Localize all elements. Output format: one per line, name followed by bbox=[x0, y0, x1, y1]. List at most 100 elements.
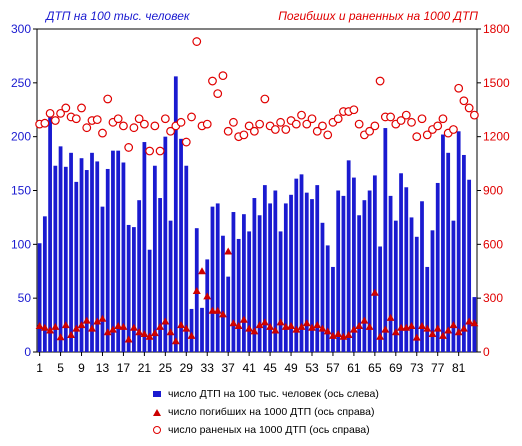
death-point bbox=[470, 319, 479, 327]
bar-swatch-icon bbox=[150, 391, 164, 397]
bar bbox=[336, 190, 341, 352]
injured-point bbox=[181, 137, 191, 147]
bar bbox=[200, 307, 204, 352]
death-point bbox=[465, 317, 474, 325]
left-axis-tick-label: 100 bbox=[11, 237, 31, 251]
right-axis-tick-label: 300 bbox=[483, 291, 503, 305]
death-point bbox=[77, 321, 86, 329]
bar bbox=[352, 177, 356, 352]
injured-point bbox=[139, 119, 149, 129]
death-point bbox=[344, 330, 353, 338]
injured-point bbox=[218, 71, 228, 81]
bar bbox=[132, 227, 136, 352]
death-point bbox=[239, 315, 248, 323]
bar bbox=[242, 214, 246, 352]
bar bbox=[205, 259, 210, 352]
bar bbox=[404, 187, 409, 352]
injured-point bbox=[244, 121, 254, 131]
bar bbox=[221, 235, 225, 352]
injured-point bbox=[160, 114, 170, 124]
death-point bbox=[287, 321, 296, 329]
death-point bbox=[218, 310, 227, 318]
legend-item-deaths: число погибших на 1000 ДТП (ось справа) bbox=[150, 403, 379, 421]
bar bbox=[399, 173, 403, 352]
bar bbox=[142, 142, 147, 352]
right-axis-tick-label: 1500 bbox=[483, 76, 510, 90]
injured-point bbox=[213, 89, 223, 98]
injured-point bbox=[45, 108, 55, 118]
injured-point bbox=[150, 121, 160, 131]
bar bbox=[362, 200, 367, 352]
x-axis-tick-label: 37 bbox=[222, 361, 236, 375]
bar bbox=[74, 181, 79, 352]
death-point bbox=[276, 318, 285, 326]
injured-point bbox=[459, 96, 469, 106]
bar bbox=[210, 206, 215, 352]
death-point bbox=[171, 337, 180, 345]
death-point bbox=[292, 325, 301, 333]
bar bbox=[367, 190, 372, 352]
injured-point bbox=[401, 110, 411, 120]
x-axis-tick-label: 33 bbox=[201, 361, 215, 375]
bar bbox=[231, 212, 236, 352]
legend-label-injured: число раненых на 1000 ДТП (ось справа) bbox=[168, 424, 370, 436]
death-point bbox=[250, 327, 259, 335]
left-axis-tick-label: 200 bbox=[11, 130, 31, 144]
death-point bbox=[145, 332, 154, 340]
bar bbox=[435, 182, 440, 352]
death-point bbox=[402, 323, 411, 331]
death-point bbox=[156, 322, 165, 330]
bar bbox=[425, 266, 430, 352]
death-point bbox=[266, 322, 275, 330]
injured-point bbox=[375, 76, 385, 86]
injured-point bbox=[192, 37, 202, 46]
bar bbox=[48, 112, 52, 352]
left-axis-tick-label: 50 bbox=[18, 291, 32, 305]
bar bbox=[273, 190, 278, 352]
death-point bbox=[423, 324, 432, 332]
injured-point bbox=[469, 110, 479, 120]
x-axis-tick-label: 53 bbox=[305, 361, 319, 375]
injured-point bbox=[202, 119, 212, 129]
injured-point bbox=[312, 126, 322, 136]
bar bbox=[79, 158, 84, 352]
injured-point bbox=[223, 126, 233, 136]
injured-point bbox=[417, 114, 427, 124]
injured-point bbox=[386, 112, 395, 122]
bar bbox=[69, 152, 73, 352]
bar bbox=[304, 192, 309, 352]
death-point bbox=[365, 322, 374, 330]
bar bbox=[247, 231, 252, 352]
bar bbox=[137, 200, 142, 352]
bar bbox=[456, 131, 461, 352]
left-axis-tick-label: 150 bbox=[11, 184, 31, 198]
death-point bbox=[360, 316, 369, 324]
injured-point bbox=[370, 121, 380, 131]
injured-point bbox=[124, 143, 134, 152]
injured-point bbox=[166, 126, 175, 136]
injured-point bbox=[323, 130, 333, 140]
death-point bbox=[114, 321, 123, 329]
injured-point bbox=[276, 117, 285, 127]
bar bbox=[315, 185, 320, 352]
bar bbox=[420, 201, 424, 352]
death-point bbox=[318, 324, 327, 332]
x-axis-tick-label: 21 bbox=[138, 361, 152, 375]
bar bbox=[451, 220, 456, 352]
bar bbox=[90, 152, 94, 352]
injured-point bbox=[396, 116, 406, 125]
death-point bbox=[135, 328, 144, 336]
legend-label-deaths: число погибших на 1000 ДТП (ось справа) bbox=[168, 406, 375, 418]
death-point bbox=[119, 322, 128, 330]
x-axis-tick-label: 57 bbox=[326, 361, 340, 375]
bar bbox=[147, 249, 152, 352]
bar bbox=[331, 266, 335, 352]
death-point bbox=[108, 325, 117, 333]
injured-point bbox=[297, 110, 306, 120]
death-point bbox=[391, 328, 400, 336]
injured-point bbox=[249, 126, 259, 136]
injured-point bbox=[422, 130, 432, 140]
legend-label-bars: число ДТП на 100 тыс. человек (ось слева… bbox=[168, 388, 379, 400]
legend-item-bars: число ДТП на 100 тыс. человек (ось слева… bbox=[150, 385, 379, 403]
x-axis-tick-label: 25 bbox=[159, 361, 173, 375]
